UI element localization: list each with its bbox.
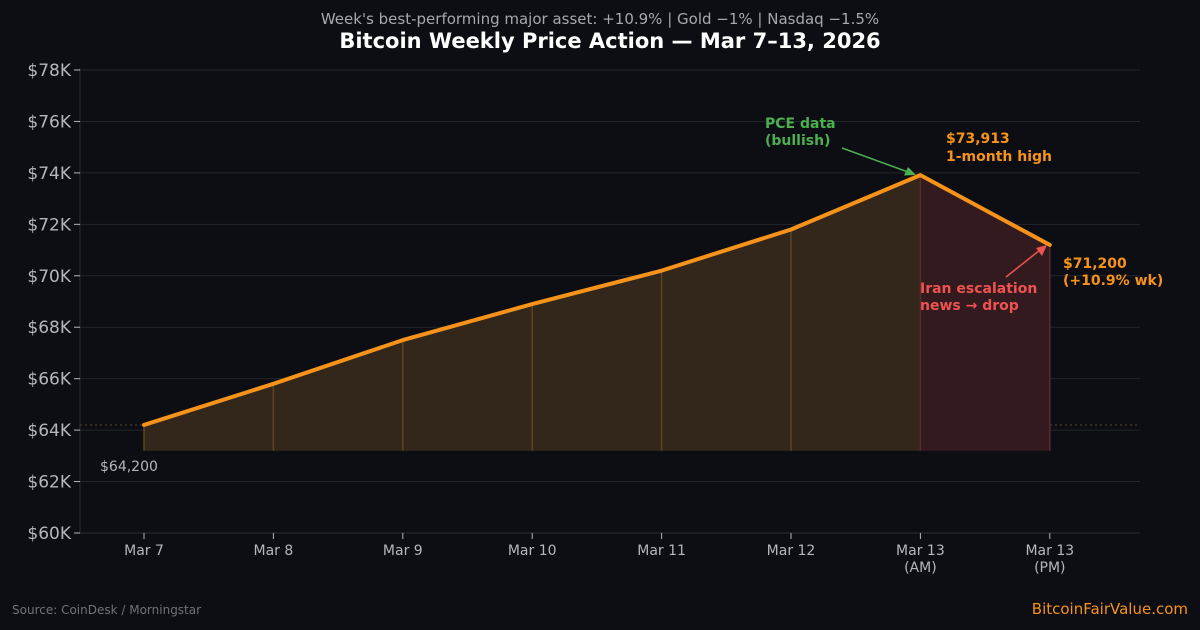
axes — [79, 68, 1140, 534]
chart-subtitle: Week's best-performing major asset: +10.… — [321, 10, 879, 28]
end-annotation-line1: $71,200 — [1063, 256, 1127, 272]
y-tick-label: $74K — [27, 164, 71, 184]
x-tick-label: Mar 12 — [767, 543, 816, 559]
end-annotation-line2: (+10.9% wk) — [1063, 273, 1163, 289]
source-note: Source: CoinDesk / Morningstar — [12, 603, 201, 617]
x-tick-label: Mar 13 — [896, 543, 945, 559]
y-axis-ticks: $60K $62K $64K $66K $68K $70K $72K $74K $76K $78K — [27, 61, 80, 544]
y-tick-label: $76K — [27, 112, 71, 132]
pce-annotation-line1: PCE data — [765, 116, 836, 132]
price-line — [142, 173, 1052, 427]
y-tick-label: $78K — [27, 61, 71, 81]
x-tick-label: Mar 13 — [1025, 543, 1074, 559]
pce-arrow — [841, 147, 916, 176]
high-annotation-line2: 1-month high — [946, 149, 1052, 165]
y-tick-label: $70K — [27, 267, 71, 287]
chart-title: Bitcoin Weekly Price Action — Mar 7–13, … — [339, 29, 880, 53]
price-line-group — [142, 173, 1052, 427]
y-tick-label: $72K — [27, 215, 71, 235]
site-brand: BitcoinFairValue.com — [1032, 600, 1188, 618]
iran-annotation-line1: Iran escalation — [920, 281, 1037, 297]
y-tick-label: $62K — [27, 473, 71, 493]
x-axis-ticks: Mar 7 Mar 8 Mar 9 Mar 10 Mar 11 Mar 12 Mar 13(… — [124, 533, 1074, 576]
x-tick-label: Mar 7 — [124, 543, 164, 559]
x-tick-label: Mar 10 — [508, 543, 557, 559]
y-tick-label: $68K — [27, 318, 71, 338]
pce-annotation-line2: (bullish) — [765, 133, 830, 149]
x-tick-label: Mar 8 — [254, 543, 294, 559]
x-tick-label: Mar 11 — [637, 543, 686, 559]
x-tick-label: (PM) — [1034, 560, 1065, 576]
y-tick-label: $64K — [27, 421, 71, 441]
start-price-label: $64,200 — [100, 459, 158, 475]
price-area — [143, 175, 1051, 451]
y-tick-label: $60K — [27, 524, 71, 544]
high-annotation-line1: $73,913 — [946, 131, 1010, 147]
x-tick-label: (AM) — [904, 560, 937, 576]
drop-area-fill — [920, 175, 1050, 451]
iran-annotation-line2: news → drop — [920, 298, 1019, 314]
iran-arrow — [1005, 245, 1047, 278]
x-tick-label: Mar 9 — [383, 543, 423, 559]
y-tick-label: $66K — [27, 370, 71, 390]
